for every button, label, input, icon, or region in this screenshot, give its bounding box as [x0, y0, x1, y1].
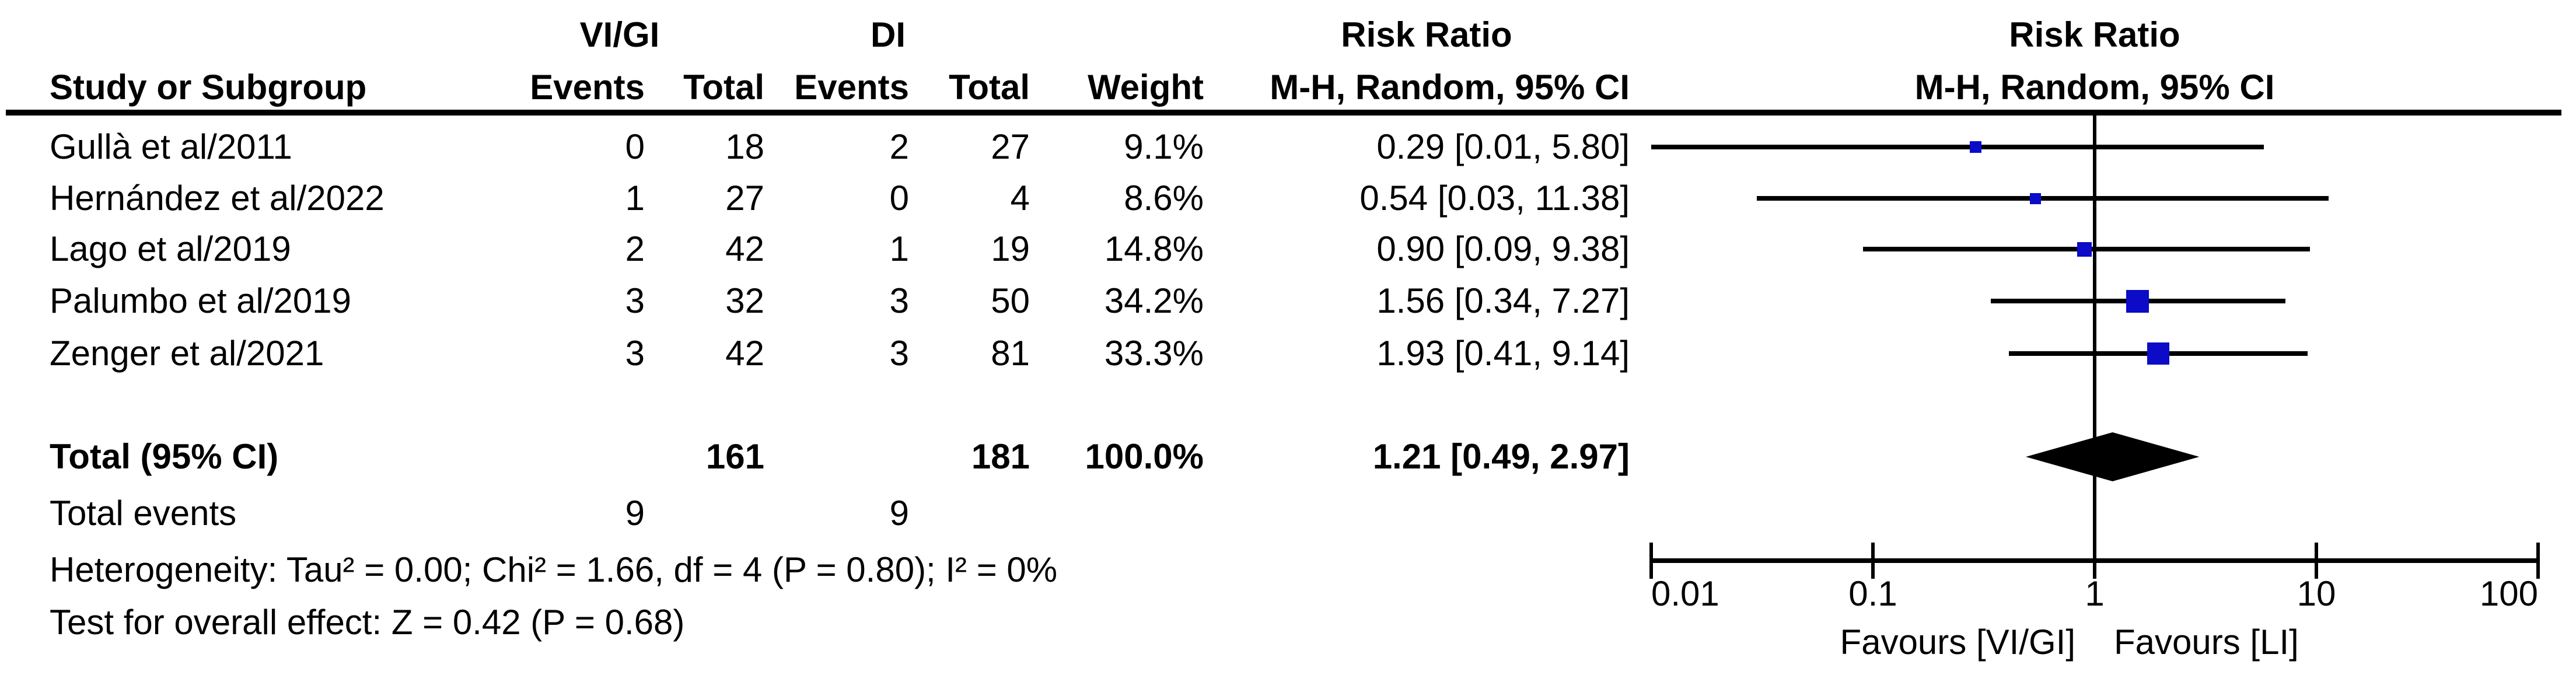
weight-value: 33.3% [1104, 334, 1204, 373]
total-risk-ratio-ci: 1.21 [0.49, 2.97] [1372, 437, 1630, 476]
risk-ratio-ci-value: 1.56 [0.34, 7.27] [1376, 281, 1630, 320]
effect-square [1969, 141, 1981, 153]
risk-ratio-plot-header: Risk Ratio [2009, 15, 2180, 54]
col-header-mh-ci: M-H, Random, 95% CI [1270, 68, 1630, 107]
vigi-events-value: 0 [625, 127, 645, 166]
heterogeneity-text: Heterogeneity: Tau² = 0.00; Chi² = 1.66,… [50, 550, 1058, 589]
effect-square [2147, 342, 2169, 365]
total-events-label: Total events [50, 494, 237, 533]
null-effect-line [2093, 114, 2096, 579]
col-header-events-di: Events [794, 68, 909, 107]
group-header-di: DI [871, 15, 906, 54]
axis-tick-label: 100 [2479, 574, 2538, 613]
vigi-events-value: 2 [625, 229, 645, 268]
axis-tick-label: 0.1 [1848, 574, 1897, 613]
vigi-total-value: 27 [725, 179, 764, 218]
col-header-events-vigi: Events [530, 68, 645, 107]
vigi-events-value: 3 [625, 334, 645, 373]
weight-value: 9.1% [1124, 127, 1204, 166]
di-total-value: 50 [991, 281, 1030, 320]
total-di-n: 181 [971, 437, 1030, 476]
total-events-di: 9 [889, 494, 909, 533]
di-events-value: 0 [889, 179, 909, 218]
vigi-events-value: 3 [625, 281, 645, 320]
vigi-total-value: 32 [725, 281, 764, 320]
axis-tick [1649, 543, 1653, 579]
effect-square [2126, 289, 2149, 313]
weight-value: 8.6% [1124, 179, 1204, 218]
pooled-diamond-shape [2026, 432, 2200, 481]
vigi-total-value: 42 [725, 334, 764, 373]
axis-tick-label: 0.01 [1651, 574, 1719, 613]
pooled-diamond [2026, 432, 2200, 481]
header-separator-line [6, 110, 2561, 116]
vigi-events-value: 1 [625, 179, 645, 218]
axis-tick [2093, 543, 2096, 579]
col-header-weight: Weight [1088, 68, 1204, 107]
di-total-value: 4 [1010, 179, 1030, 218]
di-events-value: 1 [889, 229, 909, 268]
ci-line [1651, 145, 2264, 149]
di-events-value: 3 [889, 334, 909, 373]
plot-header-mh-ci: M-H, Random, 95% CI [1914, 68, 2275, 107]
risk-ratio-ci-value: 1.93 [0.41, 9.14] [1376, 334, 1630, 373]
di-events-value: 2 [889, 127, 909, 166]
vigi-total-value: 18 [725, 127, 764, 166]
col-header-study: Study or Subgroup [50, 68, 367, 107]
vigi-total-value: 42 [725, 229, 764, 268]
total-events-vigi: 9 [625, 494, 645, 533]
col-header-total-vigi: Total [683, 68, 764, 107]
effect-square [2029, 193, 2041, 204]
favours-left-label: Favours [VI/GI] [1840, 622, 2075, 662]
di-total-value: 19 [991, 229, 1030, 268]
study-name: Lago et al/2019 [50, 229, 291, 268]
total-row-label: Total (95% CI) [50, 437, 279, 476]
di-total-value: 81 [991, 334, 1030, 373]
study-name: Hernández et al/2022 [50, 179, 385, 218]
group-header-vigi: VI/GI [579, 15, 660, 54]
axis-tick-label: 1 [2085, 574, 2105, 613]
axis-tick-label: 10 [2297, 574, 2336, 613]
risk-ratio-ci-value: 0.54 [0.03, 11.38] [1359, 179, 1630, 218]
di-total-value: 27 [991, 127, 1030, 166]
di-events-value: 3 [889, 281, 909, 320]
weight-value: 14.8% [1104, 229, 1204, 268]
ci-line [1757, 196, 2329, 201]
weight-value: 34.2% [1104, 281, 1204, 320]
risk-ratio-ci-value: 0.29 [0.01, 5.80] [1376, 127, 1630, 166]
study-name: Gullà et al/2011 [50, 127, 292, 166]
col-header-total-di: Total [949, 68, 1030, 107]
axis-tick [2536, 543, 2540, 579]
total-vigi-n: 161 [705, 437, 764, 476]
risk-ratio-col-header: Risk Ratio [1341, 15, 1512, 54]
risk-ratio-ci-value: 0.90 [0.09, 9.38] [1376, 229, 1630, 268]
overall-effect-text: Test for overall effect: Z = 0.42 (P = 0… [50, 603, 685, 642]
axis-tick [1871, 543, 1875, 579]
study-name: Palumbo et al/2019 [50, 281, 352, 320]
axis-tick [2315, 543, 2318, 579]
study-name: Zenger et al/2021 [50, 334, 324, 373]
total-weight: 100.0% [1085, 437, 1204, 476]
favours-right-label: Favours [LI] [2114, 622, 2299, 662]
effect-square [2077, 242, 2092, 257]
